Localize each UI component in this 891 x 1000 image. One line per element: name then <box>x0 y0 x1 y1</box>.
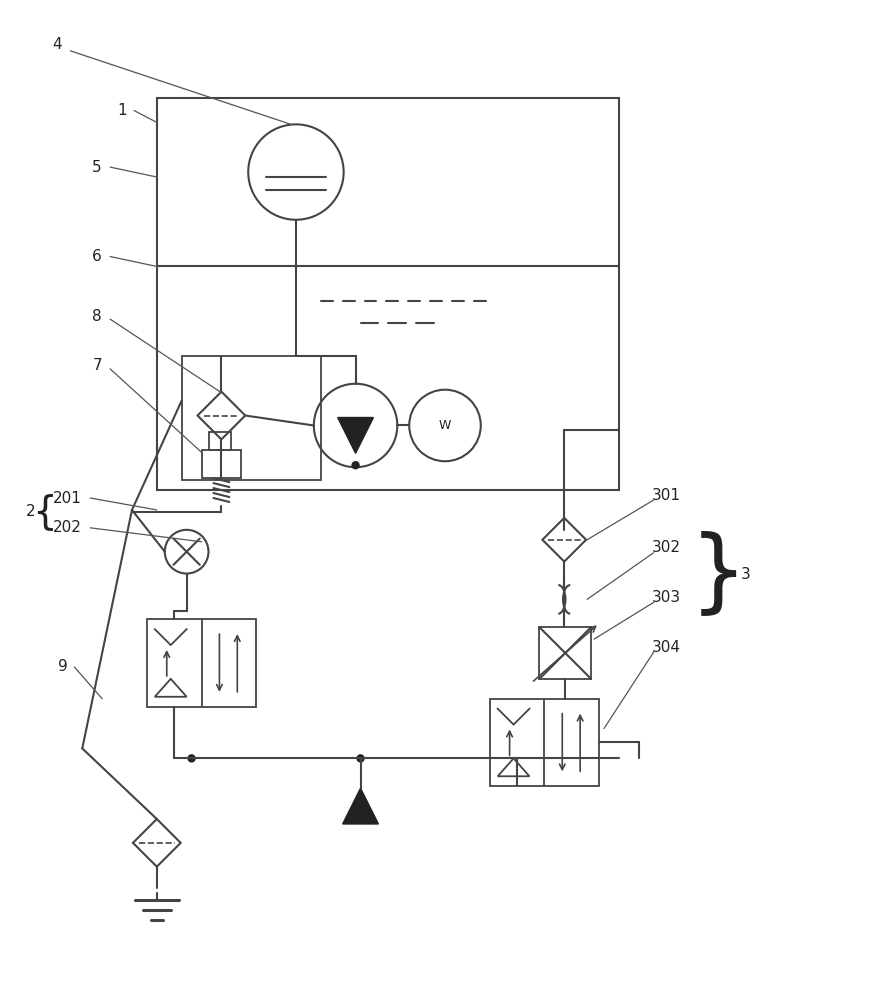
Text: 303: 303 <box>652 590 682 605</box>
Text: 5: 5 <box>93 160 102 175</box>
Text: 2: 2 <box>26 504 36 519</box>
Text: 8: 8 <box>93 309 102 324</box>
Circle shape <box>188 755 195 762</box>
Text: 201: 201 <box>53 491 82 506</box>
Polygon shape <box>338 418 373 453</box>
Text: 6: 6 <box>93 249 102 264</box>
Bar <box>201 450 241 478</box>
Bar <box>539 627 591 679</box>
Text: 4: 4 <box>53 37 62 52</box>
Bar <box>490 699 599 786</box>
Text: 301: 301 <box>652 488 681 503</box>
Circle shape <box>357 755 364 762</box>
Text: 3: 3 <box>741 567 751 582</box>
Bar <box>209 432 232 450</box>
Text: 304: 304 <box>652 640 681 655</box>
Text: 1: 1 <box>118 103 127 118</box>
Bar <box>157 98 619 490</box>
Text: 9: 9 <box>58 659 68 674</box>
Text: }: } <box>690 531 747 619</box>
Bar <box>182 356 321 480</box>
Text: W: W <box>438 419 451 432</box>
Text: 202: 202 <box>53 520 82 535</box>
Circle shape <box>352 462 359 469</box>
Bar <box>147 619 257 707</box>
Text: 7: 7 <box>93 358 102 373</box>
Text: {: { <box>32 493 57 531</box>
Text: 302: 302 <box>652 540 681 555</box>
Polygon shape <box>343 788 379 824</box>
